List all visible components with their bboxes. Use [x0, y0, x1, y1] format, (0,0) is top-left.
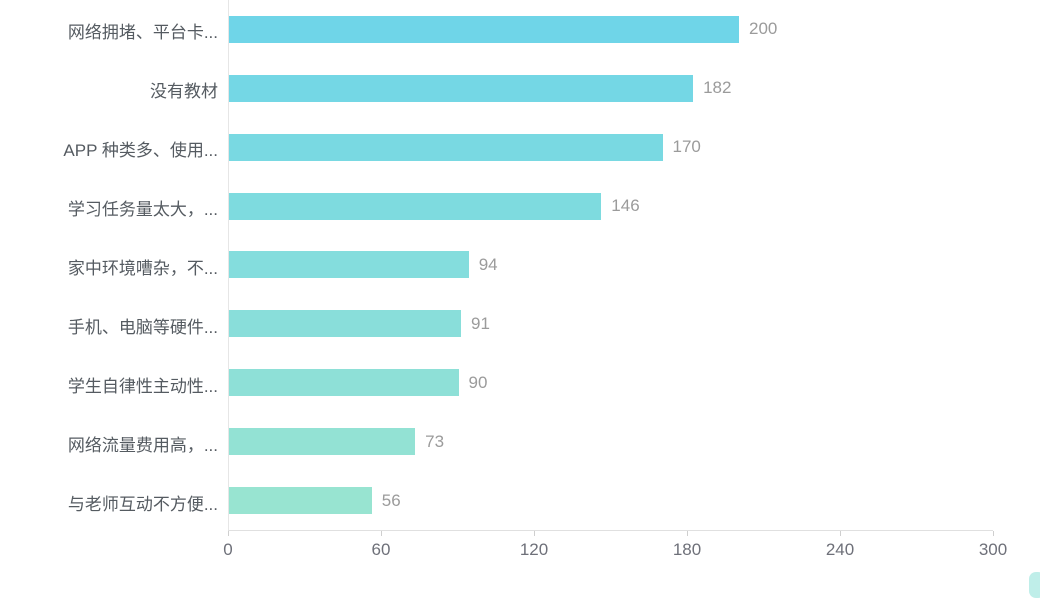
bar[interactable]: [229, 487, 372, 515]
value-label: 200: [749, 19, 778, 39]
x-tick-label: 0: [223, 540, 233, 559]
x-tick-mark: [228, 531, 229, 536]
bar-row: 家中环境嘈杂，不... 94: [0, 236, 1040, 295]
bar-row: APP 种类多、使用... 170: [0, 118, 1040, 177]
y-axis-line: [228, 0, 229, 531]
bar-row: 与老师互动不方便... 56: [0, 471, 1040, 530]
x-tick-label: 180: [672, 540, 702, 559]
bar-row: 学习任务量太大，... 146: [0, 177, 1040, 236]
category-label: APP 种类多、使用...: [63, 141, 218, 161]
x-tick-label: 120: [519, 540, 549, 559]
category-label: 家中环境嘈杂，不...: [67, 258, 218, 278]
x-tick-label: 300: [978, 540, 1008, 559]
value-label: 91: [471, 313, 490, 333]
x-tick-mark: [534, 531, 535, 536]
bar-row: 学生自律性主动性... 90: [0, 353, 1040, 412]
bar[interactable]: [229, 369, 459, 397]
value-label: 90: [468, 372, 488, 392]
bar-row: 网络拥堵、平台卡... 200: [0, 0, 1040, 59]
plot-area: 网络拥堵、平台卡... 200 没有教材 182 APP 种类多、使用... 170 学习任…: [0, 0, 1040, 559]
x-tick-mark: [993, 531, 994, 536]
category-label: 学生自律性主动性...: [67, 376, 218, 396]
bar[interactable]: [229, 428, 416, 456]
x-tick-mark: [381, 531, 382, 536]
x-axis-line: [228, 530, 993, 531]
category-label: 没有教材: [150, 82, 218, 102]
category-label: 网络流量费用高，...: [67, 435, 218, 455]
bar[interactable]: [229, 251, 469, 279]
corner-accent: [1029, 572, 1040, 598]
value-label: 182: [703, 78, 732, 98]
bar[interactable]: [229, 74, 694, 102]
bar[interactable]: [229, 310, 462, 338]
x-tick-mark: [687, 531, 688, 536]
category-label: 手机、电脑等硬件...: [67, 317, 218, 337]
bar[interactable]: [229, 133, 663, 161]
value-label: 146: [611, 196, 640, 216]
x-tick-mark: [840, 531, 841, 536]
category-label: 学习任务量太大，...: [67, 200, 218, 220]
value-label: 56: [381, 490, 401, 510]
bar[interactable]: [229, 192, 602, 220]
bar-row: 手机、电脑等硬件... 91: [0, 294, 1040, 353]
x-tick-label: 60: [371, 540, 391, 559]
value-label: 94: [478, 254, 498, 274]
x-tick-label: 240: [825, 540, 855, 559]
bar-row: 网络流量费用高，... 73: [0, 412, 1040, 471]
category-label: 网络拥堵、平台卡...: [67, 23, 218, 43]
value-label: 170: [672, 137, 701, 157]
bar[interactable]: [229, 15, 739, 43]
category-label: 与老师互动不方便...: [67, 494, 218, 514]
value-label: 73: [425, 431, 445, 451]
bar-row: 没有教材 182: [0, 59, 1040, 118]
